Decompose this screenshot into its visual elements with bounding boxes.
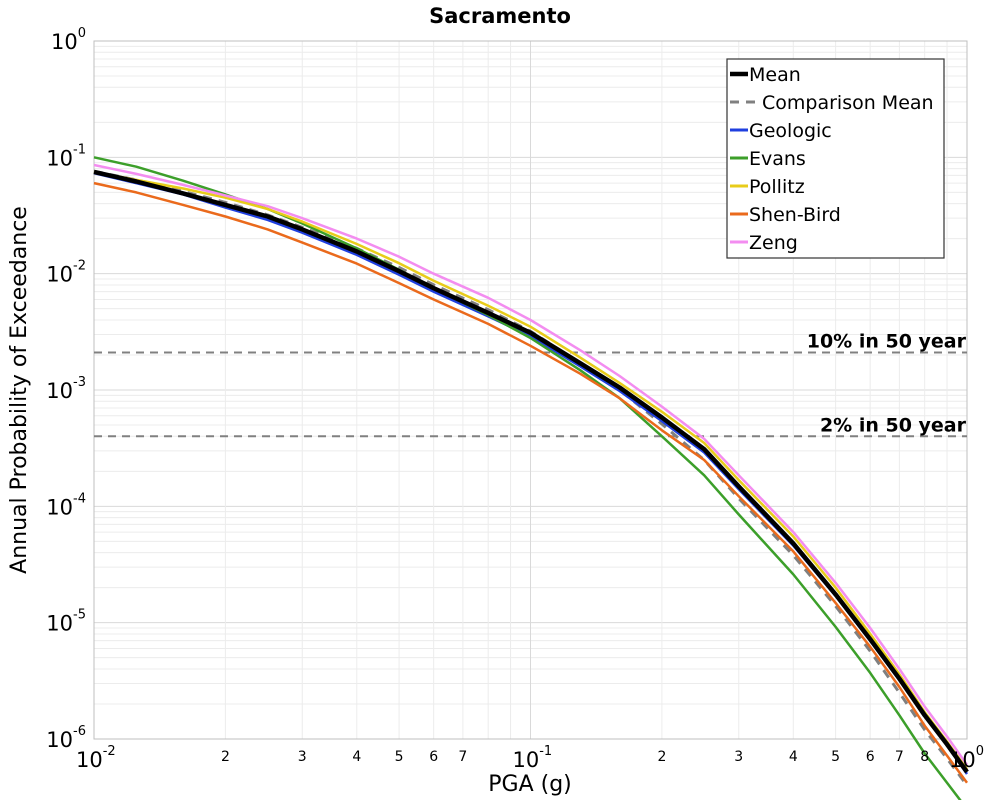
x-minor-tick-label: 7 [458,749,467,765]
y-tick-label: 10-5 [46,608,86,636]
legend-entry-label: Zeng [749,232,798,254]
reference-line-label: 2% in 50 year [820,414,967,436]
x-tick-label: 100 [949,744,984,772]
y-axis-ticks: 100 10-1 10-2 10-3 10-4 10-5 10-6 [46,26,86,752]
legend-entry-label: Pollitz [749,176,805,198]
legend-entry-label: Evans [749,148,806,170]
y-tick-label: 100 [51,26,86,54]
series-lines [93,156,969,800]
y-tick-label: 10-2 [46,259,86,287]
x-minor-tick-label: 7 [895,749,904,765]
y-tick-label: 10-1 [46,142,86,170]
series-line-shen-bird [93,181,969,784]
y-tick-label: 10-4 [46,491,86,519]
chart-title: Sacramento [429,4,571,28]
y-tick-label: 10-6 [46,724,86,752]
legend-entry-label: Mean [749,64,801,86]
y-tick-label: 10-3 [46,375,86,403]
x-minor-tick-label: 5 [395,749,404,765]
x-minor-tick-label: 2 [221,749,230,765]
plot-area [93,40,968,740]
x-minor-tick-label: 8 [920,749,929,765]
x-tick-label: 10-2 [76,744,116,772]
x-tick-label: 10-1 [513,744,553,772]
y-axis-label: Annual Probability of Exceedance [7,206,32,574]
x-axis-label: PGA (g) [488,772,572,797]
series-line-pollitz [93,170,969,770]
legend-entry-label: Comparison Mean [762,92,934,114]
x-minor-tick-label: 3 [298,749,307,765]
legend-entry-label: Shen-Bird [749,204,841,226]
x-minor-tick-label: 4 [352,749,361,765]
x-minor-tick-label: 6 [429,749,438,765]
legend-entry-label: Geologic [749,120,832,142]
x-minor-tick-label: 6 [866,749,875,765]
x-minor-tick-label: 4 [789,749,798,765]
x-minor-tick-label: 5 [831,749,840,765]
legend-box [726,58,945,259]
reference-line-label: 10% in 50 year [807,331,967,353]
series-line-zeng [93,163,969,766]
reference-lines: 10% in 50 year 2% in 50 year [94,331,967,438]
x-minor-tick-label: 2 [657,749,666,765]
x-minor-tick-label: 3 [734,749,743,765]
series-line-mean [93,169,969,774]
legend: Mean Comparison Mean Geologic Evans Pollitz S… [726,58,945,259]
